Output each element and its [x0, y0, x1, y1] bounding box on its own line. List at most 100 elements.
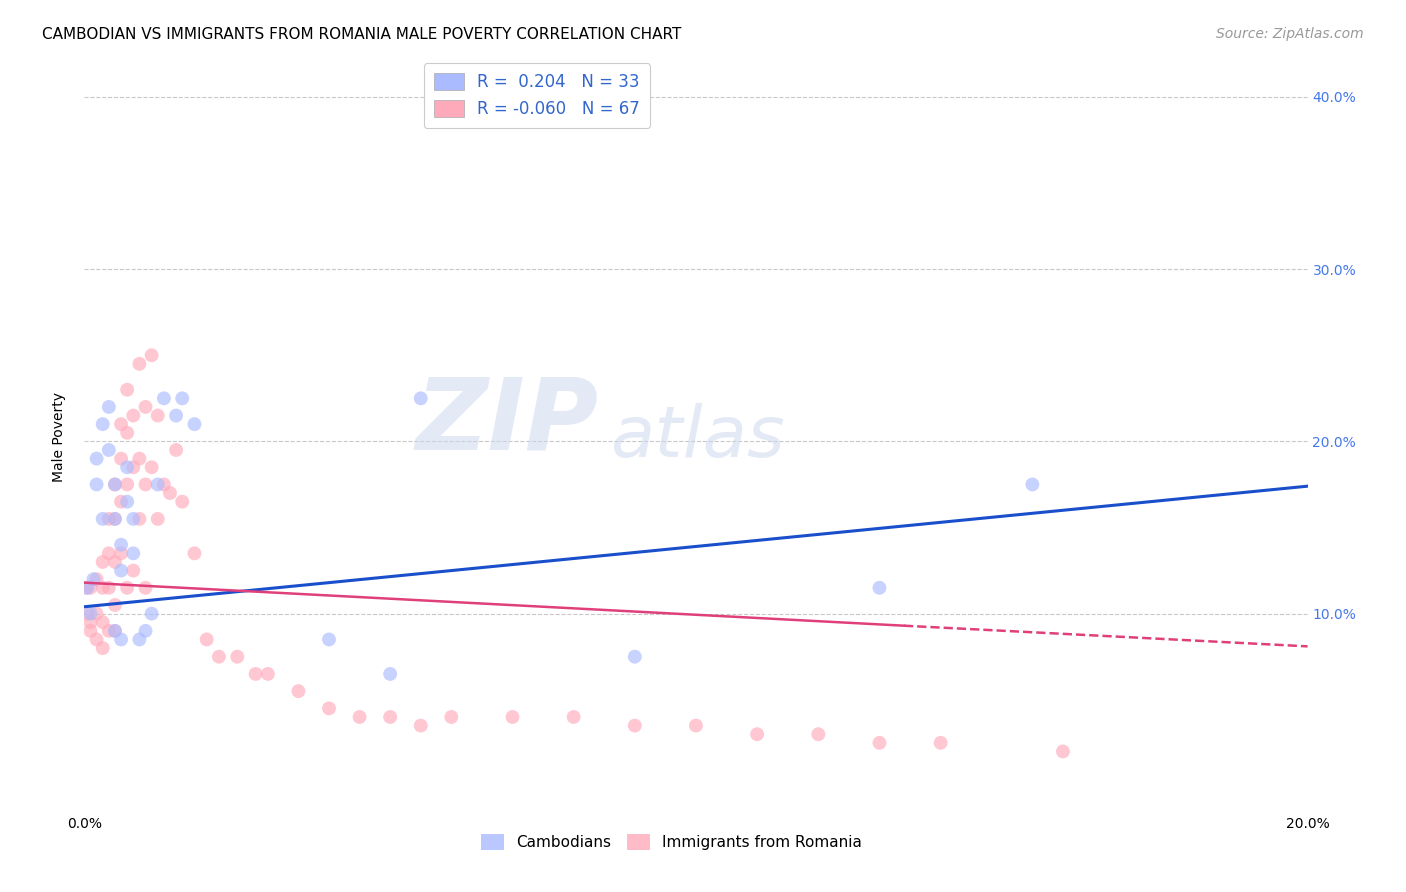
Point [747, 727, 769, 741]
Point [91, 417, 114, 432]
Point [86, 632, 108, 647]
Point [122, 460, 145, 475]
Point [128, 632, 150, 647]
Point [97, 581, 120, 595]
Point [110, 632, 132, 647]
Point [183, 546, 205, 560]
Point [380, 710, 402, 724]
Y-axis label: Male Poverty: Male Poverty [52, 392, 66, 482]
Point [141, 607, 163, 621]
Point [115, 383, 138, 397]
Point [226, 649, 249, 664]
Point [86, 451, 108, 466]
Point [349, 710, 371, 724]
Point [97, 512, 120, 526]
Point [1021, 477, 1043, 491]
Point [287, 684, 309, 698]
Point [110, 451, 132, 466]
Point [91, 555, 114, 569]
Point [104, 624, 127, 638]
Point [110, 538, 132, 552]
Point [86, 572, 108, 586]
Text: CAMBODIAN VS IMMIGRANTS FROM ROMANIA MALE POVERTY CORRELATION CHART: CAMBODIAN VS IMMIGRANTS FROM ROMANIA MAL… [42, 27, 682, 42]
Point [195, 632, 218, 647]
Point [562, 710, 585, 724]
Point [141, 460, 163, 475]
Point [183, 417, 205, 432]
Point [110, 417, 132, 432]
Point [75, 581, 97, 595]
Point [122, 564, 145, 578]
Point [135, 477, 157, 491]
Point [76, 581, 98, 595]
Point [97, 546, 120, 560]
Point [97, 624, 120, 638]
Point [122, 409, 145, 423]
Point [79, 581, 101, 595]
Point [91, 581, 114, 595]
Point [115, 581, 138, 595]
Point [245, 667, 267, 681]
Point [409, 392, 432, 406]
Point [128, 357, 150, 371]
Point [135, 581, 157, 595]
Point [86, 607, 108, 621]
Point [502, 710, 524, 724]
Point [79, 615, 101, 630]
Point [104, 477, 127, 491]
Point [76, 607, 98, 621]
Point [141, 348, 163, 362]
Point [128, 512, 150, 526]
Point [440, 710, 463, 724]
Point [79, 624, 101, 638]
Point [146, 409, 169, 423]
Text: atlas: atlas [610, 402, 785, 472]
Point [318, 632, 340, 647]
Point [929, 736, 952, 750]
Point [165, 409, 187, 423]
Point [110, 494, 132, 508]
Point [86, 477, 108, 491]
Point [153, 392, 176, 406]
Point [159, 486, 181, 500]
Point [624, 649, 647, 664]
Point [91, 512, 114, 526]
Point [104, 555, 127, 569]
Point [146, 512, 169, 526]
Point [685, 718, 707, 732]
Point [104, 624, 127, 638]
Point [807, 727, 830, 741]
Point [91, 641, 114, 656]
Point [104, 477, 127, 491]
Point [380, 667, 402, 681]
Point [110, 564, 132, 578]
Point [83, 572, 105, 586]
Point [110, 546, 132, 560]
Point [172, 494, 194, 508]
Point [97, 442, 120, 457]
Point [104, 512, 127, 526]
Point [122, 546, 145, 560]
Point [115, 425, 138, 440]
Point [79, 607, 101, 621]
Point [153, 477, 176, 491]
Point [165, 442, 187, 457]
Point [146, 477, 169, 491]
Point [104, 598, 127, 612]
Point [135, 400, 157, 414]
Point [115, 494, 138, 508]
Point [135, 624, 157, 638]
Point [869, 736, 891, 750]
Text: ZIP: ZIP [415, 374, 598, 471]
Point [409, 718, 432, 732]
Point [128, 451, 150, 466]
Point [97, 400, 120, 414]
Point [869, 581, 891, 595]
Point [115, 477, 138, 491]
Point [115, 460, 138, 475]
Point [1052, 744, 1074, 758]
Point [122, 512, 145, 526]
Point [104, 512, 127, 526]
Point [318, 701, 340, 715]
Text: Source: ZipAtlas.com: Source: ZipAtlas.com [1216, 27, 1364, 41]
